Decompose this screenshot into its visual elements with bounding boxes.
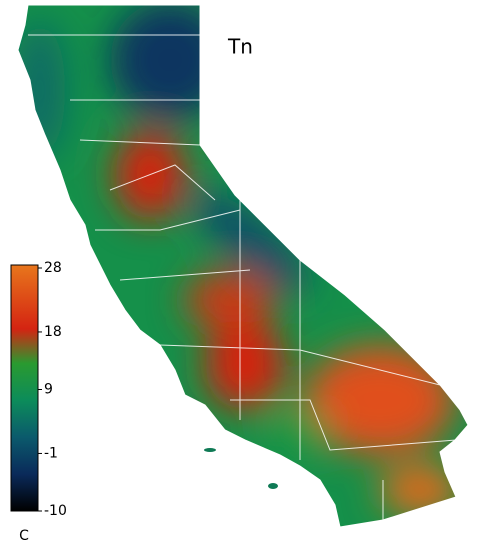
islands [204, 448, 278, 489]
map-title: Tn [227, 35, 253, 59]
colorbar-ticks: 28 18 9 -1 -10 [38, 260, 67, 519]
tick-label: 9 [44, 382, 53, 398]
state-outline [17, 4, 469, 528]
tick-label: -1 [44, 445, 58, 461]
tick-label: 28 [44, 260, 62, 276]
tick-label: -10 [44, 503, 67, 519]
colorbar [10, 264, 39, 512]
tick-label: 18 [44, 324, 62, 340]
colorbar-unit: C [19, 528, 29, 544]
